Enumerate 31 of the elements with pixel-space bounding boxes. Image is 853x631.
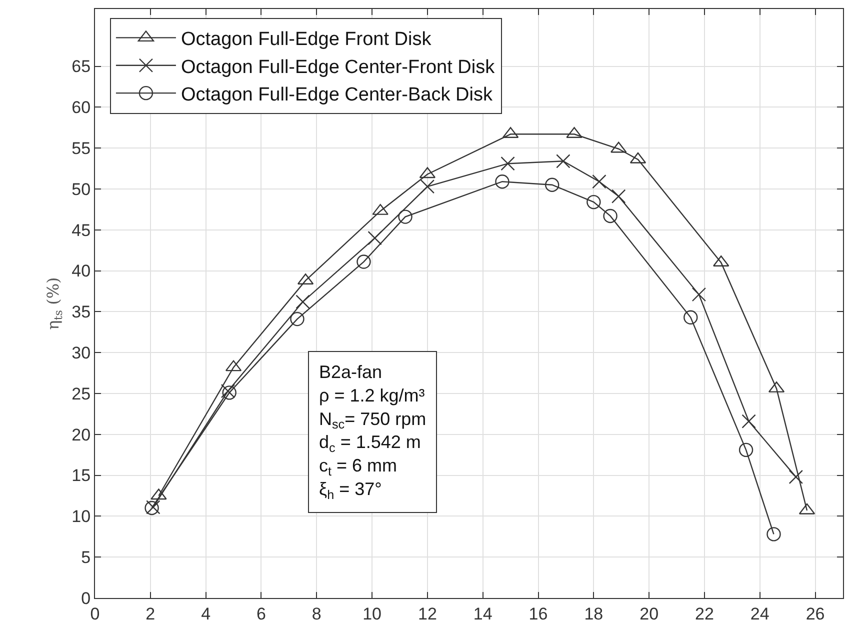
y-tick-label: 50 [72,180,91,199]
legend-label: Octagon Full-Edge Front Disk [180,29,432,50]
y-tick-label: 55 [72,139,91,158]
y-tick-label: 40 [72,262,91,281]
x-tick-label: 4 [201,604,211,624]
x-tick-label: 20 [640,604,659,624]
legend-label: Octagon Full-Edge Center-Front Disk [180,56,496,78]
y-tick-label: 0 [81,588,91,608]
text: B2a-fan ρ = 1.2 kg/m³ N$_{sc}$= 750 rpm d$_{c}$ = 1.542 m c$_{t}$ = 6 mm ξ$_{h}$ = 37° [319,362,426,502]
y-tick-label: 25 [72,384,91,404]
y-tick-label: 60 [72,98,91,118]
x-tick-label: 18 [584,604,604,624]
y-tick-label: 10 [72,507,91,526]
x-tick-label: 16 [528,604,548,624]
y-tick-label: 5 [81,548,91,568]
x-tick-label: 10 [362,604,382,624]
x-tick-label: 2 [146,604,156,624]
y-tick-label: 15 [72,466,91,486]
y-tick-label: 45 [72,220,91,240]
x-tick-label: 26 [806,604,825,624]
y-tick-label: 30 [72,344,91,363]
y-tick-label: 35 [72,302,91,322]
x-tick-label: 12 [418,604,437,624]
x-tick-label: 6 [256,604,266,624]
x-tick-label: 8 [312,604,322,624]
x-tick-label: 24 [750,604,770,624]
y-tick-label: 20 [72,425,91,444]
x-tick-label: 22 [695,604,714,624]
x-tick-label: 14 [473,604,492,624]
legend-label: Octagon Full-Edge Center-Back Disk [180,84,493,106]
y-tick-label: 65 [72,57,91,76]
